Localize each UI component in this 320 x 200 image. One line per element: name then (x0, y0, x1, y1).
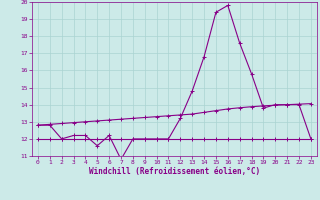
X-axis label: Windchill (Refroidissement éolien,°C): Windchill (Refroidissement éolien,°C) (89, 167, 260, 176)
